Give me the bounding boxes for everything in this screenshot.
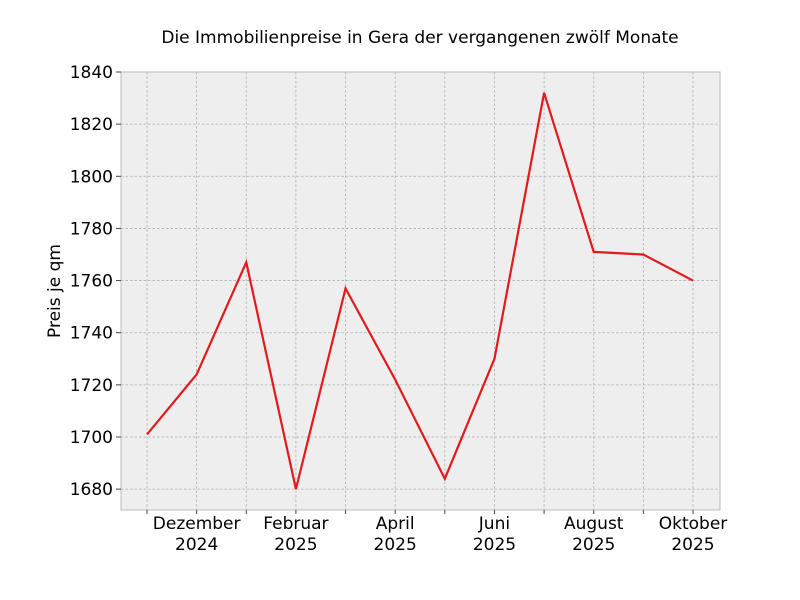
y-tick-label: 1800 [70, 167, 113, 187]
y-axis: 1680 1700 1720 1740 1760 1780 1800 1820 1840 [70, 63, 121, 500]
x-tick-label: Dezember 2024 [153, 514, 241, 555]
y-tick-label: 1680 [70, 480, 113, 500]
x-tick-label: Februar 2025 [263, 514, 328, 555]
plot-area [121, 72, 720, 510]
x-axis: Dezember 2024 Februar 2025 April 2025 Juni 2025… [146, 510, 728, 555]
y-tick-label: 1760 [70, 272, 113, 292]
x-tick-label: Juni 2025 [473, 514, 516, 555]
y-tick-label: 1780 [70, 219, 113, 239]
plot-frame [120, 71, 721, 511]
x-tick-label: April 2025 [374, 514, 417, 555]
series-layer [146, 92, 694, 490]
x-tick-label: August 2025 [564, 514, 624, 555]
y-tick-label: 1700 [70, 428, 113, 448]
x-tick-label: Oktober 2025 [659, 514, 728, 555]
y-tick-label: 1720 [70, 376, 113, 396]
y-tick-label: 1740 [70, 324, 113, 344]
y-tick-label: 1840 [70, 63, 113, 83]
y-axis-label: Preis je qm [45, 244, 65, 338]
y-tick-label: 1820 [70, 115, 113, 135]
chart-title: Die Immobilienpreise in Gera der vergang… [161, 28, 678, 48]
series-line [146, 92, 694, 490]
